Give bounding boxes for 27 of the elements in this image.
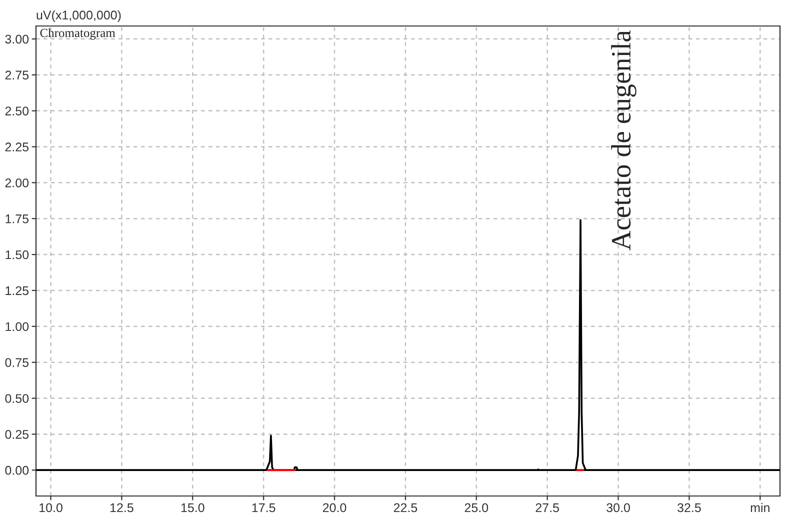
x-tick-label: 32.5 [678,503,701,512]
annotation: Acetato de eugenila [611,30,636,250]
y-axis-title: uV(x1,000,000) [36,10,121,22]
x-tick-label: min [750,502,770,512]
y-tick-label: 1.75 [6,214,29,224]
y-tick-label: 2.00 [5,178,29,188]
y-tick-label: 1.50 [6,250,29,260]
chart-title: Chromatogram [40,28,116,40]
y-tick-label: 1.25 [6,286,29,296]
y-tick-label: 1.00 [6,322,29,332]
y-tick-label: 0.00 [5,466,29,475]
x-tick-label: 15.0 [181,503,204,512]
x-tick-label: 20.0 [322,503,346,512]
y-tick-label: 2.25 [5,142,29,152]
y-tick-label: 2.50 [5,106,29,116]
x-tick-label: 17.5 [252,503,276,512]
x-tick-label: 30.0 [606,503,630,512]
x-tick-label: 12.5 [110,503,134,512]
y-tick-label: 2.75 [5,70,29,80]
x-tick-label: 10.0 [40,503,62,512]
x-tick-label: 22.5 [394,503,418,512]
y-tick-label: 0.75 [5,358,29,367]
x-tick-label: 25.0 [464,503,488,512]
y-tick-label: 0.50 [5,394,29,403]
y-tick-label: 0.25 [5,430,29,439]
x-tick-label: 27.5 [536,503,559,512]
y-tick-label: 3.00 [5,34,29,44]
